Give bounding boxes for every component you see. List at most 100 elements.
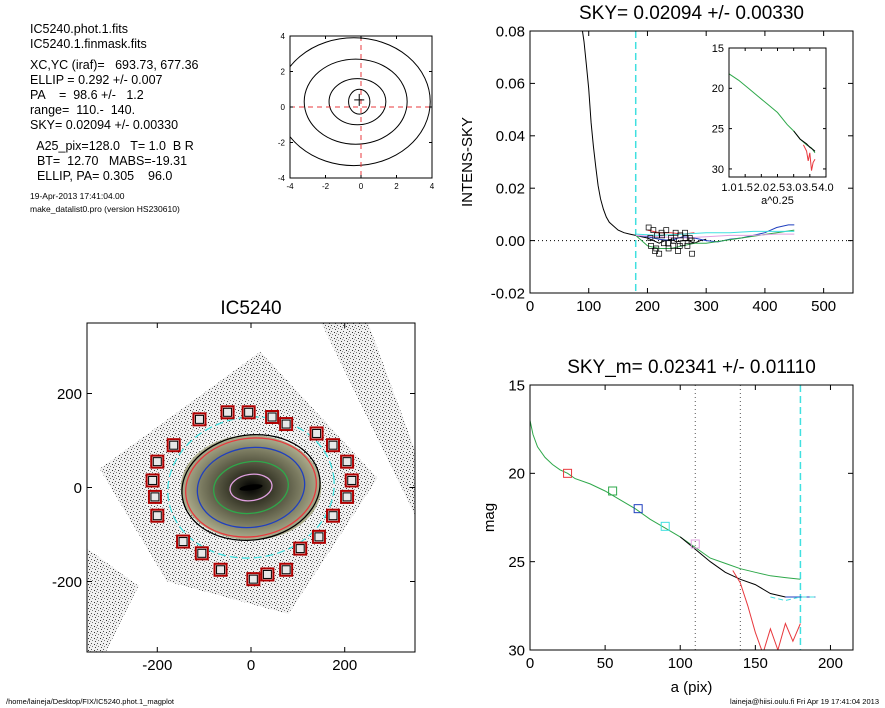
- profile-x-tick-label: 0: [526, 655, 534, 672]
- profile-ylabel: mag: [481, 503, 498, 532]
- sky-box-inner: [342, 457, 352, 467]
- image-x-tick-label: 200: [332, 657, 357, 674]
- profile-series-1: [679, 536, 801, 598]
- sky-square-marker: [647, 235, 654, 241]
- sky-box-marker: [309, 426, 324, 441]
- sky-box-inner: [152, 511, 162, 521]
- footer-user: laineja@hiisi.oulu.fi Fri Apr 19 17:41:0…: [730, 697, 879, 706]
- isophote-ellipse-1: [181, 433, 321, 542]
- sky-box-inner: [262, 569, 272, 579]
- sky-series-0: [581, 31, 707, 244]
- sky-x-tick-label: 200: [635, 298, 660, 315]
- sky-box-marker: [150, 508, 165, 523]
- sky-x-tick-label: 300: [694, 298, 719, 315]
- sky-x-tick-label: 0: [526, 298, 534, 315]
- sky-box-inner: [281, 419, 291, 429]
- sky-box-inner: [314, 532, 324, 542]
- sky-box-marker: [246, 572, 261, 587]
- profile-axes: [529, 384, 854, 651]
- sky-box-inner: [178, 537, 188, 547]
- sky-axes: [529, 30, 854, 294]
- sky-box-inner: [244, 407, 254, 417]
- sky-box-inner: [328, 511, 338, 521]
- sky-x-tick-label: 400: [752, 298, 777, 315]
- sky-box-marker: [344, 473, 359, 488]
- sky-box-inner: [281, 565, 291, 575]
- profile-marker-1: [608, 486, 618, 496]
- inset-series-2: [802, 144, 816, 171]
- sky-box-marker: [145, 473, 160, 488]
- sky-box-marker: [192, 412, 207, 427]
- sky-square-marker: [653, 245, 660, 252]
- info-range: range= 110.- 140.: [30, 103, 136, 117]
- image-noise-strip: [321, 323, 415, 516]
- profile-series-0: [530, 420, 801, 580]
- sky-square-marker: [682, 235, 689, 241]
- sky-y-tick-label: 0.00: [496, 233, 525, 250]
- info-file-1: IC5240.phot.1.fits: [30, 22, 128, 36]
- info-center: XC,YC (iraf)= 693.73, 677.36: [30, 58, 199, 72]
- profile-x-tick-label: 150: [743, 655, 768, 672]
- info-bt: BT= 12.70 MABS=-19.31: [30, 154, 188, 168]
- info-sky: SKY= 0.02094 +/- 0.00330: [30, 118, 179, 132]
- sky-box-marker: [150, 454, 165, 469]
- info-file-2: IC5240.1.finmask.fits: [30, 37, 147, 51]
- isophote-ellipse-3: [196, 446, 306, 529]
- sky-square-marker: [671, 237, 677, 244]
- sky-box-inner: [150, 492, 160, 502]
- inset-y-tick-label: 15: [712, 43, 724, 55]
- profile-marker-4: [690, 539, 700, 549]
- profile-xlabel: a (pix): [671, 679, 713, 696]
- profile-x-tick-label: 100: [668, 655, 693, 672]
- sky-square-marker: [656, 250, 663, 257]
- info-a25: A25_pix=128.0 T= 1.0 B R: [30, 139, 194, 153]
- sky-box-inner: [194, 414, 204, 424]
- image-x-tick-label: 0: [247, 657, 255, 674]
- sky-ylabel: INTENS-SKY: [459, 117, 476, 207]
- sky-square-marker: [689, 250, 695, 257]
- sky-box-marker: [279, 562, 294, 577]
- profile-y-tick-label: 15: [508, 377, 525, 394]
- sky-box-marker: [340, 489, 355, 504]
- isophote-ellipse-5: [229, 473, 273, 502]
- profile-y-tick-label: 25: [508, 554, 525, 571]
- sky-box-marker: [326, 438, 340, 453]
- inset-x-tick-label: 4.0: [818, 182, 833, 194]
- info-ellip-pa: ELLIP, PA= 0.305 96.0: [30, 169, 173, 183]
- inset-xlabel: a^0.25: [761, 195, 794, 207]
- sky-square-marker: [665, 240, 671, 247]
- contour-x-tick-label: 2: [394, 182, 399, 191]
- inset-y-tick-label: 30: [712, 164, 724, 176]
- sky-box-inner: [152, 457, 162, 467]
- sky-box-marker: [147, 489, 162, 504]
- inset-y-tick-label: 20: [712, 83, 724, 95]
- contour-line: [348, 88, 371, 115]
- sky-box-marker: [176, 534, 191, 549]
- sky-square-marker: [661, 240, 667, 247]
- info-ellip: ELLIP = 0.292 +/- 0.007: [30, 73, 163, 87]
- sky-box-marker: [265, 410, 280, 424]
- galaxy-nucleus: [239, 484, 263, 491]
- inset-x-tick-label: 2.5: [770, 182, 785, 194]
- sky-square-marker: [688, 237, 695, 244]
- inset-series-1: [793, 130, 816, 152]
- sky-box-inner: [312, 428, 322, 438]
- isophote-ellipse-4: [213, 460, 289, 515]
- sky-y-tick-label: 0.04: [496, 128, 525, 145]
- sky-title: SKY= 0.02094 +/- 0.00330: [579, 3, 804, 24]
- profile-marker-3: [660, 521, 670, 531]
- sky-box-marker: [260, 567, 275, 582]
- info-program: make_datalist0.pro (version HS230610): [30, 204, 180, 214]
- sky-square-marker: [675, 248, 681, 254]
- info-date: 19-Apr-2013 17:41:04.00: [30, 191, 125, 201]
- contour-y-tick-label: 4: [281, 32, 286, 41]
- sky-box-inner: [295, 544, 305, 554]
- contour-line: [328, 78, 387, 126]
- inset-x-tick-label: 3.5: [802, 182, 817, 194]
- sky-box-inner: [267, 412, 277, 422]
- sky-square-marker: [663, 227, 670, 233]
- sky-y-tick-label: 0.08: [496, 23, 525, 40]
- info-pa: PA = 98.6 +/- 1.2: [30, 88, 144, 102]
- image-title: IC5240: [220, 298, 281, 319]
